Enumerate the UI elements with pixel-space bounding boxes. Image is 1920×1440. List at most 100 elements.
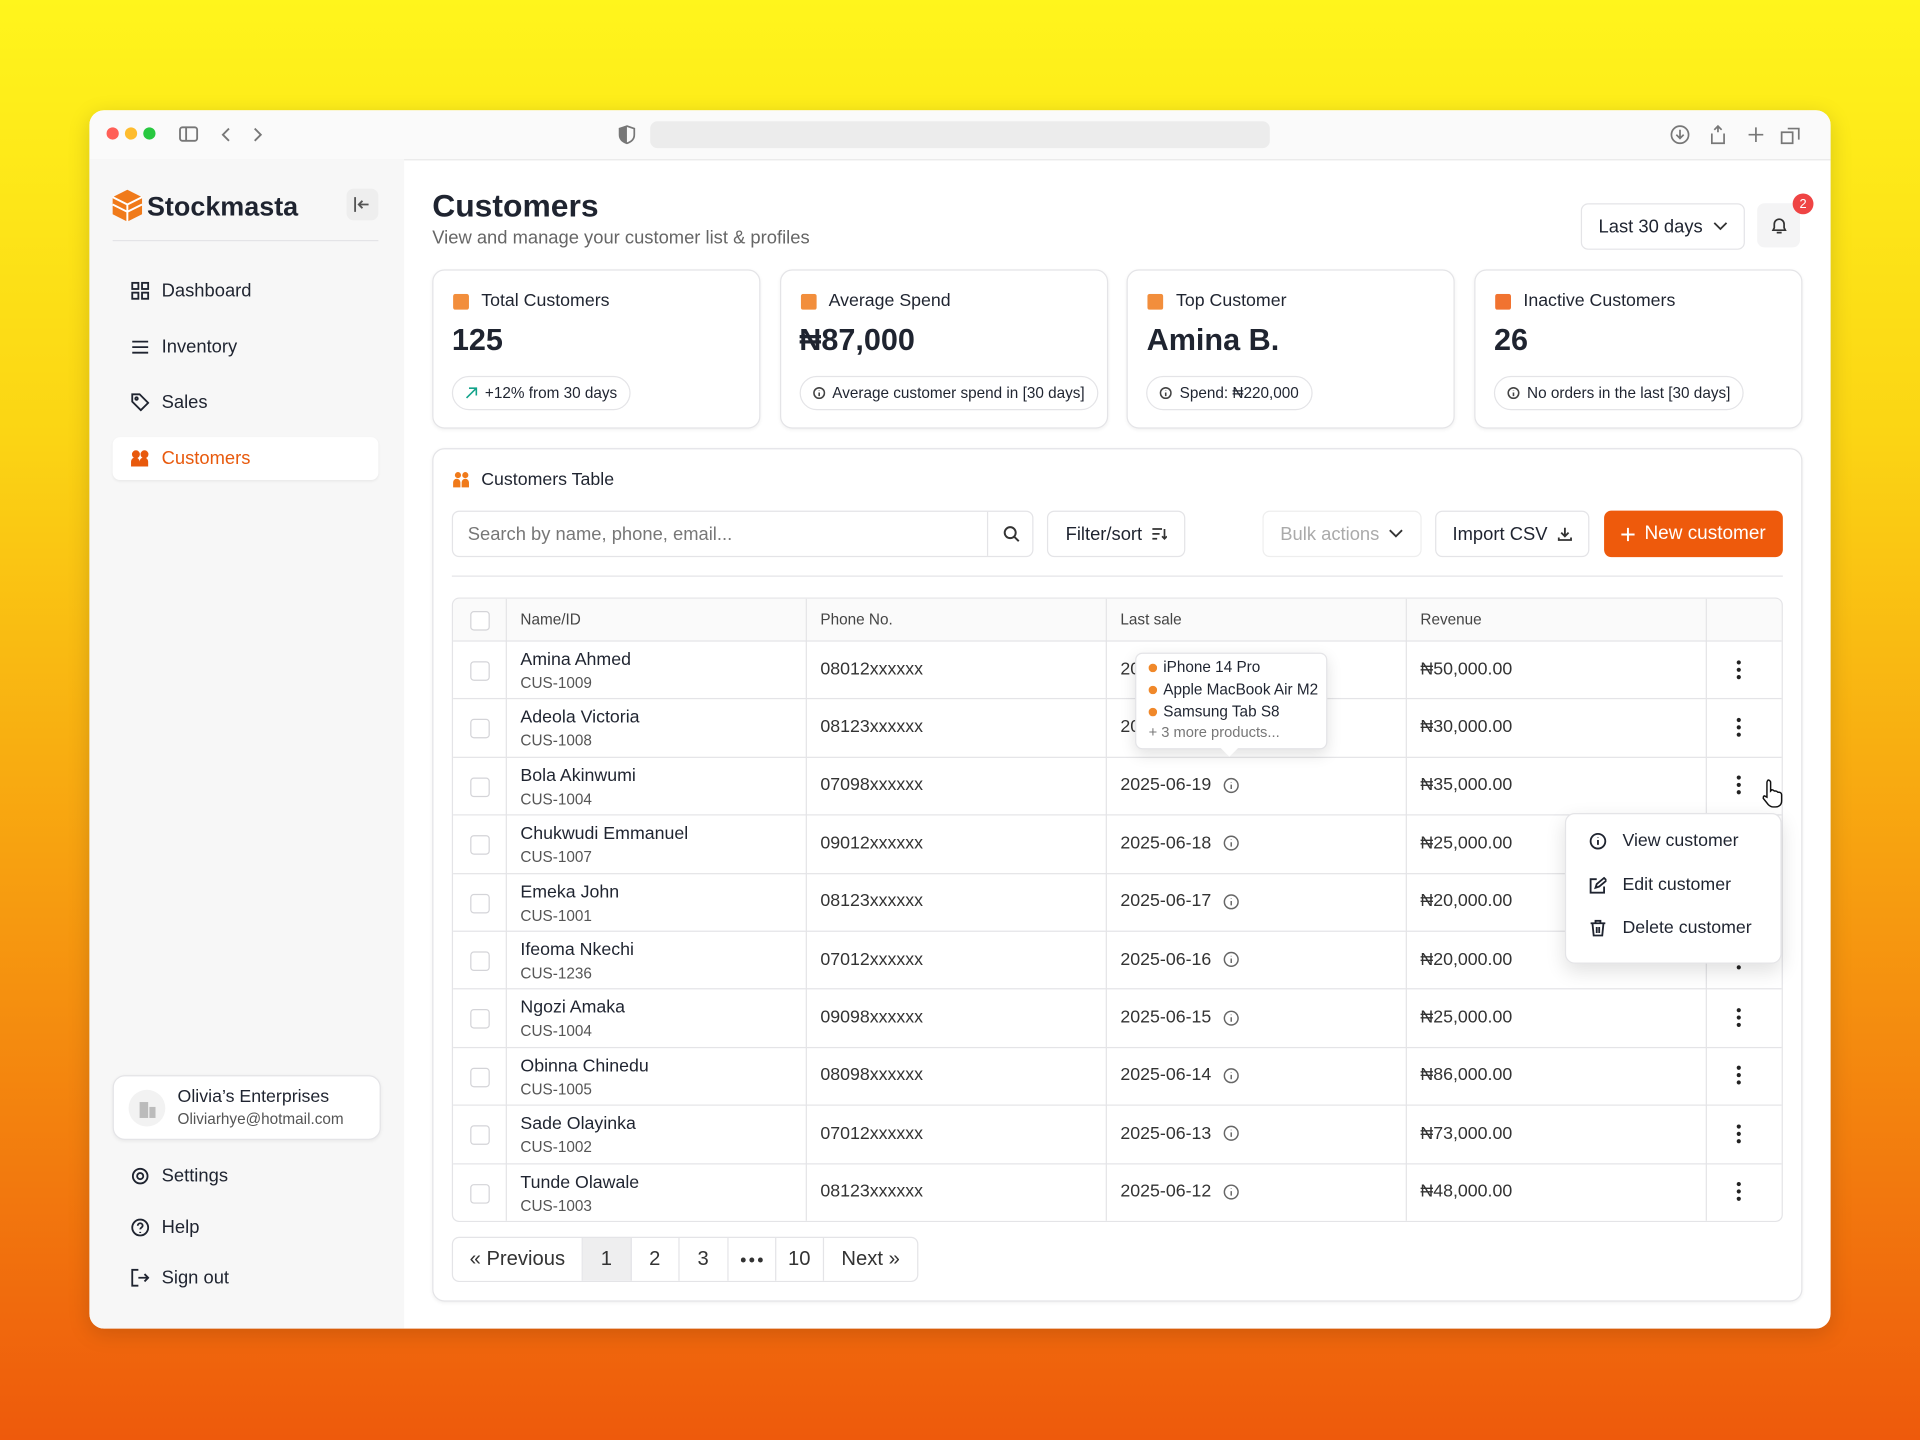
menu-item[interactable]: View customer	[1589, 831, 1739, 851]
info-icon[interactable]	[1223, 777, 1240, 794]
account-card[interactable]: Olivia’s Enterprises Oliviarhye@hotmail.c…	[112, 1075, 381, 1141]
nav-label: Sales	[161, 391, 208, 413]
revenue: ₦20,000.00	[1420, 949, 1513, 970]
row-actions-button[interactable]	[1736, 756, 1741, 814]
previous-button[interactable]: « Previous	[453, 1237, 583, 1281]
stat-note: +12% from 30 days	[451, 375, 631, 411]
revenue: ₦20,000.00	[1420, 891, 1513, 912]
phone: 07012xxxxxx	[820, 1123, 924, 1144]
browser-nav-buttons[interactable]	[179, 124, 265, 146]
row-divider	[453, 1104, 1782, 1106]
page-title: Customers	[432, 187, 599, 225]
page-button[interactable]: 1	[582, 1237, 632, 1281]
pagination-ellipsis[interactable]	[728, 1237, 776, 1281]
info-icon[interactable]	[1223, 893, 1240, 910]
tooltip-item-text: Samsung Tab S8	[1163, 702, 1280, 721]
phone: 09098xxxxxx	[820, 1007, 924, 1028]
shield-icon	[618, 125, 636, 145]
row-checkbox[interactable]	[470, 835, 490, 855]
menu-item-label: Delete customer	[1622, 918, 1752, 938]
info-icon[interactable]	[1223, 1126, 1240, 1142]
customers-table: Name/ID Phone No. Last sale Revenue Amina Ah…	[451, 597, 1783, 1223]
column-divider	[1105, 598, 1107, 1221]
info-icon[interactable]	[1223, 1068, 1240, 1084]
pagination: « Previous 1 2 3 10 Next »	[451, 1236, 919, 1283]
row-actions-button[interactable]	[1736, 1047, 1741, 1105]
account-name: Olivia’s Enterprises	[177, 1087, 330, 1107]
info-icon[interactable]	[1223, 1184, 1240, 1200]
row-actions-button[interactable]	[1736, 1163, 1741, 1221]
table-title: Customers Table	[481, 470, 615, 490]
new-customer-button[interactable]: New customer	[1604, 510, 1783, 558]
footer-nav-item[interactable]: Help	[113, 1206, 379, 1249]
last-sale-date: 2025-06-19	[1120, 775, 1212, 796]
nav-item[interactable]: Sales	[113, 381, 379, 424]
page-button[interactable]: 10	[776, 1237, 825, 1281]
menu-item[interactable]: Edit customer	[1589, 875, 1731, 894]
stat-value: 26	[1493, 323, 1529, 358]
row-actions-button[interactable]	[1736, 698, 1741, 756]
row-divider	[453, 988, 1782, 990]
menu-item[interactable]: Delete customer	[1589, 918, 1752, 938]
row-actions-button[interactable]	[1736, 989, 1741, 1047]
last-sale: 2025-06-13	[1120, 1105, 1240, 1163]
nav-item[interactable]: Customers	[112, 436, 379, 480]
page-button[interactable]: 3	[680, 1237, 728, 1281]
page-button[interactable]: 2	[631, 1237, 680, 1281]
revenue: ₦25,000.00	[1420, 833, 1513, 854]
row-checkbox[interactable]	[470, 777, 490, 797]
stat-icon	[1147, 293, 1164, 310]
info-icon[interactable]	[1223, 952, 1240, 968]
filter-sort-button[interactable]: Filter/sort	[1046, 510, 1186, 558]
tooltip-more: + 3 more products...	[1148, 723, 1280, 741]
stat-label: Inactive Customers	[1523, 291, 1676, 312]
bulk-actions-button[interactable]: Bulk actions	[1262, 510, 1422, 558]
import-label: Import CSV	[1452, 523, 1548, 545]
stat-label: Average Spend	[828, 291, 951, 312]
nav-item[interactable]: Inventory	[113, 325, 379, 368]
row-checkbox[interactable]	[470, 1009, 490, 1030]
address-bar[interactable]	[650, 121, 1270, 149]
row-checkbox[interactable]	[470, 1067, 490, 1088]
row-checkbox[interactable]	[470, 1125, 490, 1146]
stat-card: Average Spend ₦87,000 Average customer spe…	[779, 269, 1108, 429]
customer-id: CUS-1003	[520, 1197, 592, 1215]
search-button[interactable]	[986, 511, 1034, 556]
row-checkbox[interactable]	[470, 1183, 490, 1204]
row-checkbox[interactable]	[470, 893, 490, 913]
browser-actions[interactable]	[1669, 124, 1816, 146]
column-divider	[505, 598, 507, 1221]
stat-label: Total Customers	[481, 291, 610, 312]
last-sale-date: 2025-06-14	[1120, 1065, 1212, 1086]
stat-note-text: Average customer spend in [30 days]	[832, 384, 1085, 402]
row-checkbox[interactable]	[470, 661, 490, 681]
row-actions-button[interactable]	[1736, 640, 1741, 698]
select-all-checkbox[interactable]	[470, 611, 490, 631]
next-button[interactable]: Next »	[841, 1247, 900, 1270]
customer-id: CUS-1007	[520, 848, 592, 866]
collapse-button[interactable]	[346, 188, 379, 221]
info-icon[interactable]	[1223, 1010, 1240, 1026]
footer-nav-item[interactable]: Sign out	[113, 1256, 379, 1299]
nav-item[interactable]: Dashboard	[113, 269, 379, 312]
info-icon[interactable]	[1223, 835, 1240, 852]
revenue: ₦25,000.00	[1420, 1007, 1513, 1028]
row-actions-button[interactable]	[1736, 1105, 1741, 1163]
customer-name: Bola Akinwumi	[520, 766, 636, 786]
footer-nav-label: Help	[161, 1216, 200, 1238]
last-sale: 2025-06-14	[1120, 1047, 1240, 1105]
row-checkbox[interactable]	[470, 951, 490, 972]
footer-nav-item[interactable]: Settings	[113, 1155, 379, 1198]
row-checkbox[interactable]	[470, 719, 490, 739]
date-range-select[interactable]: Last 30 days	[1580, 203, 1745, 250]
import-csv-button[interactable]: Import CSV	[1435, 510, 1590, 558]
phone: 07098xxxxxx	[820, 775, 924, 796]
phone: 08123xxxxxx	[820, 1181, 924, 1202]
last-sale-date: 2025-06-17	[1120, 891, 1212, 912]
phone: 08098xxxxxx	[820, 1065, 924, 1086]
search-box[interactable]: Search by name, phone, email...	[451, 510, 1034, 558]
notifications-button[interactable]	[1757, 203, 1801, 248]
window-controls[interactable]	[106, 126, 168, 143]
